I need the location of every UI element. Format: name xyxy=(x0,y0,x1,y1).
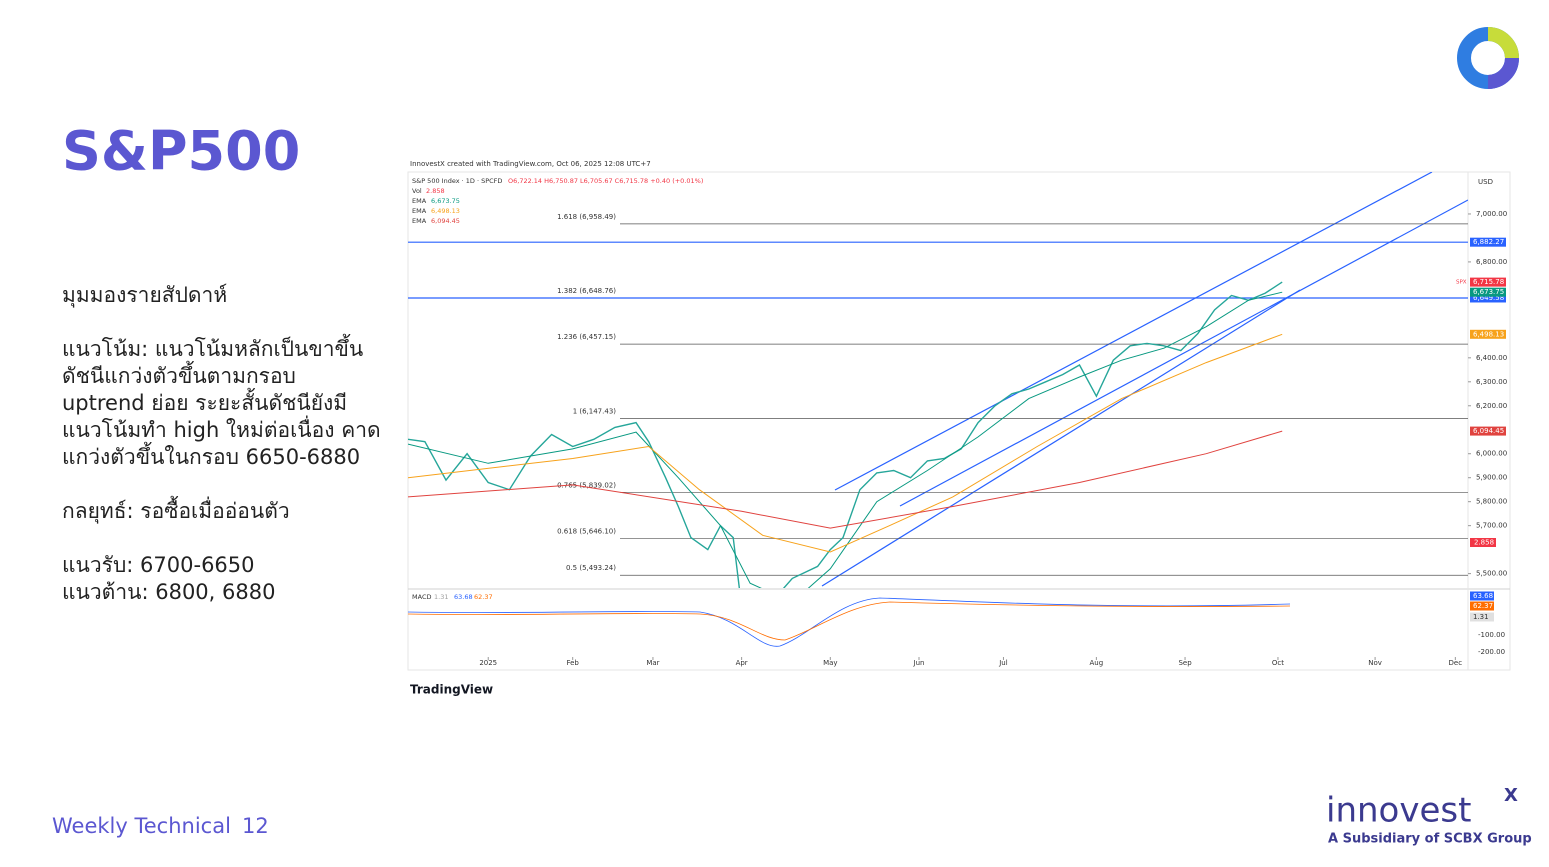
paragraph-line: แนวโน้ม: แนวโน้มหลักเป็นขาขึ้น xyxy=(62,334,363,361)
chart-frame xyxy=(407,171,1511,671)
fib-label: 0.5 (5,493.24) xyxy=(566,564,616,572)
macd-legend-value: 62.37 xyxy=(474,593,493,601)
y-tick-label: 6,200.00 xyxy=(1476,402,1507,410)
macd-axis-label: -100.00 xyxy=(1478,631,1505,639)
price-badge-label: 6,649.58 xyxy=(1473,294,1504,302)
macd-legend-value: 1.31 xyxy=(434,593,448,601)
price-badge xyxy=(1470,277,1506,287)
paragraph-line: แนวรับ: 6700-6650 xyxy=(62,553,255,577)
price-badge-label: 6,094.45 xyxy=(1473,427,1504,435)
brand-mark: X xyxy=(1504,785,1518,806)
y-tick-label: 5,500.00 xyxy=(1476,570,1507,578)
legend-symbol: S&P 500 Index · 1D · SPCFD xyxy=(412,177,502,185)
ema-line xyxy=(408,291,1283,588)
y-tick-label: 7,000.00 xyxy=(1476,210,1507,218)
logo-ring xyxy=(1457,27,1519,89)
ema-line xyxy=(408,333,1283,553)
x-tick-label: Jun xyxy=(913,659,925,667)
y-tick-label: 6,000.00 xyxy=(1476,450,1507,458)
paragraph-line: กลยุทธ์: รอซื้อเมื่ออ่อนตัว xyxy=(62,496,290,524)
vol-badge-label: 2.858 xyxy=(1474,539,1494,547)
price-badge xyxy=(1470,293,1506,303)
macd-axis-label: -200.00 xyxy=(1478,648,1505,656)
brand: innovest xyxy=(1326,791,1471,831)
fib-label: 1.236 (6,457.15) xyxy=(557,333,616,341)
price-line xyxy=(408,281,1283,588)
legend-value: 6,498.13 xyxy=(431,207,460,215)
x-tick-label: Feb xyxy=(566,659,579,667)
macd-badge xyxy=(1470,601,1494,611)
credit: InnovestX created with TradingView.com, … xyxy=(410,160,651,168)
price-badge-label: 6,715.78 xyxy=(1473,278,1504,286)
x-tick-label: Nov xyxy=(1368,659,1382,667)
macd-badge-label: 63.68 xyxy=(1473,592,1493,600)
fib-label: 1.382 (6,648.76) xyxy=(557,287,616,295)
fib-label: 1 (6,147.43) xyxy=(573,407,617,415)
macd-badge xyxy=(1470,612,1494,622)
x-tick-label: May xyxy=(823,659,837,667)
fib-label: 0.765 (5,839.02) xyxy=(557,481,616,489)
x-tick-label: Mar xyxy=(646,659,659,667)
legend-name: EMA xyxy=(412,217,427,225)
x-tick-label: 2025 xyxy=(479,659,497,667)
x-tick-label: Oct xyxy=(1272,659,1284,667)
footer: Weekly Technical xyxy=(52,814,231,838)
y-tick-label: 5,700.00 xyxy=(1476,522,1507,530)
legend-vol: Vol xyxy=(412,187,422,195)
y-tick-label: 6,800.00 xyxy=(1476,258,1507,266)
watermark: TradingView xyxy=(410,683,493,697)
legend-vol-value: 2.858 xyxy=(426,187,445,195)
heading: มุมมองรายสัปดาห์ xyxy=(62,283,227,308)
y-tick-label: 6,300.00 xyxy=(1476,378,1507,386)
y-tick-label: 5,800.00 xyxy=(1476,498,1507,506)
x-tick-label: Jul xyxy=(998,659,1008,667)
paragraph-line: uptrend ย่อย ระยะสั้นดัชนียังมี xyxy=(62,388,347,415)
legend-value: 6,094.45 xyxy=(431,217,460,225)
price-badge xyxy=(1470,287,1506,297)
x-tick-label: Apr xyxy=(736,659,748,667)
price-badge-label: 6,498.13 xyxy=(1473,330,1504,338)
macd-badge-label: 62.37 xyxy=(1473,602,1493,610)
ema-line xyxy=(408,430,1283,529)
y-tick-label: 5,900.00 xyxy=(1476,474,1507,482)
fib-label: 0.618 (5,646.10) xyxy=(557,528,616,536)
macd-legend-value: 63.68 xyxy=(454,593,473,601)
paragraphs: แนวโน้ม: แนวโน้มหลักเป็นขาขึ้นดัชนีแกว่ง… xyxy=(62,334,381,604)
x-tick-label: Dec xyxy=(1449,659,1463,667)
price-badge-label: 6,673.75 xyxy=(1473,288,1504,296)
y-tick-label: 6,400.00 xyxy=(1476,354,1507,362)
x-tick-label: Sep xyxy=(1178,659,1192,667)
price-badge xyxy=(1470,237,1506,247)
brand-sub: A Subsidiary of SCBX Group xyxy=(1328,832,1532,847)
price-badge-label: 6,882.27 xyxy=(1473,238,1504,246)
page-number: 12 xyxy=(242,814,269,838)
legend-value: 6,673.75 xyxy=(431,197,460,205)
price-badge xyxy=(1470,329,1506,339)
slide-title: S&P500 xyxy=(62,120,300,183)
tag: SPX xyxy=(1456,280,1467,286)
currency: USD xyxy=(1478,178,1493,186)
macd-pane xyxy=(407,597,1291,647)
price-badge xyxy=(1470,426,1506,436)
paragraph-line: แกว่งตัวขึ้นในกรอบ 6650-6880 xyxy=(62,442,360,469)
paragraph-line: แนวโน้มทำ high ใหม่ต่อเนื่อง คาด xyxy=(62,415,381,442)
paragraph-line: แนวต้าน: 6800, 6880 xyxy=(62,580,275,604)
x-tick-label: Aug xyxy=(1090,659,1104,667)
trend-channel xyxy=(821,172,1468,587)
macd-badge xyxy=(1470,591,1494,601)
vol-badge xyxy=(1470,538,1496,547)
paragraph-line: ดัชนีแกว่งตัวขึ้นตามกรอบ xyxy=(62,361,296,388)
fib-label: 1.618 (6,958.49) xyxy=(557,213,616,221)
legend-name: EMA xyxy=(412,197,427,205)
macd-badge-label: 1.31 xyxy=(1473,613,1489,621)
legend-name: EMA xyxy=(412,207,427,215)
legend-ohlc: O6,722.14 H6,750.87 L6,705.67 C6,715.78 … xyxy=(508,177,703,185)
macd-name: MACD xyxy=(412,593,431,601)
